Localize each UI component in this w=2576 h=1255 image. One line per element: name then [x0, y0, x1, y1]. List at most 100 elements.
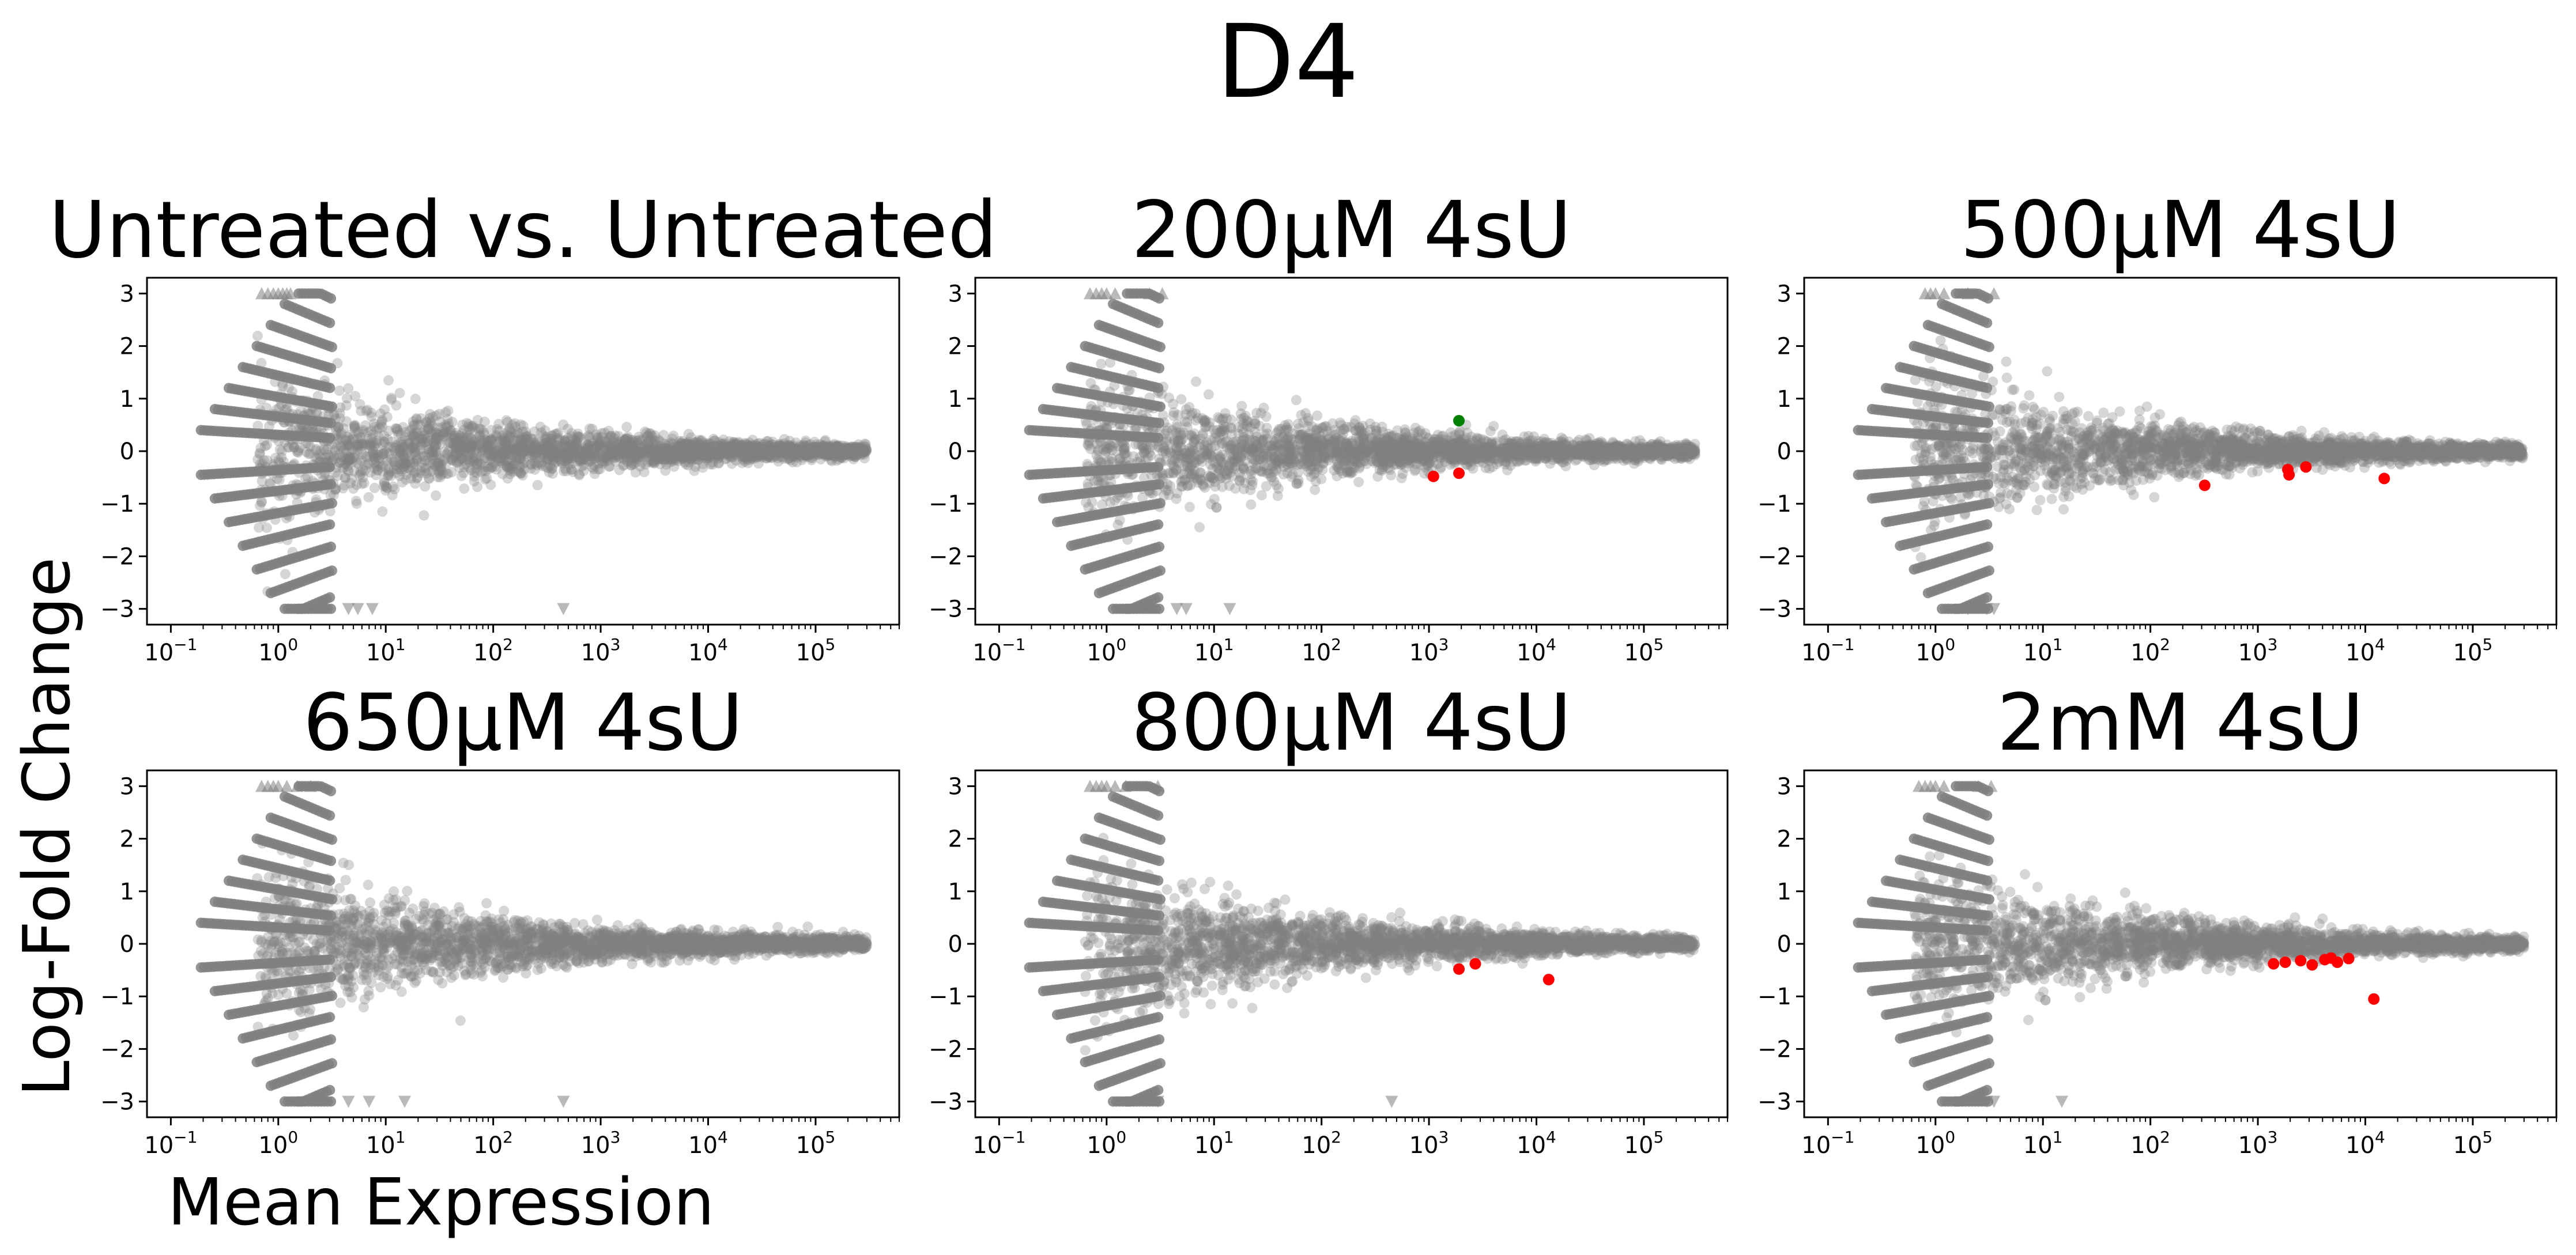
data-point — [469, 452, 480, 463]
data-point — [790, 443, 801, 454]
data-point — [527, 449, 538, 460]
data-point — [740, 451, 750, 462]
data-point — [681, 451, 692, 462]
data-point — [421, 468, 432, 479]
data-point — [564, 441, 575, 452]
data-point — [756, 448, 767, 459]
data-point — [255, 500, 265, 511]
data-point — [451, 458, 462, 468]
data-point — [726, 458, 737, 469]
data-point — [752, 441, 763, 452]
data-point — [575, 453, 586, 464]
data-point — [648, 450, 659, 461]
data-point — [397, 477, 408, 488]
data-point — [763, 451, 774, 462]
data-point — [806, 455, 817, 466]
data-point — [353, 428, 364, 439]
data-point — [777, 444, 788, 455]
data-point — [441, 449, 452, 459]
data-point — [369, 452, 380, 463]
data-point — [834, 448, 844, 459]
data-point — [623, 444, 634, 455]
data-point — [693, 451, 704, 462]
data-point — [515, 434, 526, 445]
data-point — [463, 421, 474, 432]
data-point — [648, 449, 659, 459]
data-point — [405, 444, 416, 455]
data-point — [502, 447, 513, 458]
data-point — [506, 444, 516, 455]
data-point — [508, 460, 519, 471]
data-point — [631, 450, 642, 461]
data-point — [817, 446, 828, 456]
data-point — [327, 565, 337, 576]
data-point — [521, 431, 531, 442]
data-point — [326, 363, 337, 373]
data-point — [645, 428, 656, 439]
data-point — [668, 430, 679, 441]
data-point — [1312, 410, 1323, 421]
data-point — [741, 439, 752, 449]
data-point — [542, 447, 553, 458]
data-point — [750, 439, 761, 450]
data-point — [486, 453, 497, 464]
data-point — [662, 445, 673, 456]
data-point — [505, 432, 516, 443]
data-point — [859, 449, 870, 460]
data-point — [857, 445, 868, 456]
data-point — [501, 462, 512, 472]
data-point — [377, 449, 388, 460]
data-point — [425, 416, 436, 427]
data-point — [753, 441, 764, 452]
data-point — [551, 448, 561, 459]
data-point — [719, 453, 730, 464]
data-point — [357, 472, 368, 483]
data-point — [836, 440, 847, 451]
data-point — [765, 444, 776, 455]
data-point — [345, 453, 356, 464]
data-point — [773, 441, 783, 452]
data-point — [726, 448, 737, 459]
data-point — [790, 444, 801, 455]
data-point — [665, 445, 676, 456]
data-point — [340, 472, 351, 483]
data-point — [846, 444, 857, 455]
data-point — [629, 441, 640, 452]
data-point — [462, 429, 472, 440]
data-point — [470, 453, 481, 464]
data-point — [528, 450, 539, 461]
data-point — [590, 450, 601, 461]
data-point — [767, 445, 778, 456]
data-point — [692, 439, 703, 450]
data-point — [403, 463, 414, 474]
data-point — [682, 440, 693, 451]
data-point — [349, 423, 360, 433]
data-point — [398, 451, 409, 462]
data-point — [642, 431, 653, 442]
data-point — [615, 443, 625, 453]
data-point — [720, 448, 731, 459]
data-point — [655, 440, 666, 451]
data-point — [447, 417, 458, 428]
data-point — [687, 452, 697, 463]
data-point — [811, 446, 822, 457]
data-point — [782, 442, 793, 453]
data-point — [704, 449, 715, 460]
data-point — [583, 432, 594, 443]
data-point — [459, 443, 470, 453]
data-point — [500, 437, 511, 448]
data-point — [466, 421, 477, 432]
data-point — [446, 425, 457, 436]
data-point — [526, 452, 537, 463]
data-point — [831, 455, 842, 466]
data-point — [410, 447, 421, 458]
data-point — [604, 447, 615, 458]
data-point — [326, 541, 337, 552]
data-point — [511, 451, 522, 462]
data-point — [417, 462, 428, 473]
data-point — [334, 385, 345, 396]
data-point — [256, 358, 267, 368]
y-axis-label: Log-Fold Change — [10, 557, 85, 1097]
data-point — [455, 442, 466, 453]
